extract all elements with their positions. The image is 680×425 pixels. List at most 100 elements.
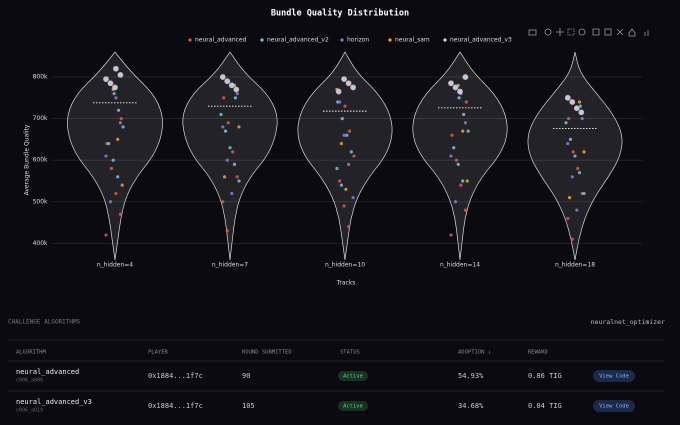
data-point bbox=[237, 179, 241, 183]
data-point bbox=[448, 80, 454, 87]
data-point bbox=[576, 166, 580, 171]
data-point bbox=[577, 171, 582, 175]
chart-title: Bundle Quality Distribution bbox=[271, 8, 409, 19]
data-point bbox=[228, 82, 235, 89]
data-point bbox=[449, 233, 453, 237]
data-point bbox=[103, 76, 109, 83]
tool-logo[interactable] bbox=[644, 30, 649, 36]
data-point bbox=[108, 200, 113, 204]
view-code-label[interactable]: View Code bbox=[599, 404, 629, 410]
data-point bbox=[570, 175, 574, 179]
data-point bbox=[580, 117, 584, 121]
data-point bbox=[569, 99, 576, 105]
data-point bbox=[119, 117, 123, 121]
section-subtitle: neuralnet_optimizer bbox=[591, 318, 665, 326]
column-header: ALGORITHM bbox=[16, 350, 46, 356]
violin bbox=[182, 51, 278, 261]
data-point bbox=[456, 162, 460, 166]
adoption: 54.93% bbox=[458, 372, 484, 380]
tool-pan[interactable] bbox=[556, 28, 564, 36]
tool-autoscale[interactable] bbox=[616, 28, 624, 36]
toolbar[interactable] bbox=[528, 28, 649, 37]
data-point bbox=[462, 74, 469, 80]
data-point bbox=[221, 125, 225, 129]
legend-marker bbox=[188, 38, 192, 42]
data-point bbox=[459, 183, 463, 187]
data-point bbox=[232, 162, 237, 166]
tool-zoom-in[interactable] bbox=[592, 28, 600, 36]
data-point bbox=[237, 125, 241, 129]
data-point bbox=[114, 96, 118, 100]
data-point bbox=[454, 158, 458, 162]
algorithm-name: neural_advanced_v3 bbox=[16, 398, 92, 406]
player: 0x1884...1f7c bbox=[148, 402, 203, 410]
adoption: 34.68% bbox=[458, 402, 484, 410]
data-point bbox=[340, 117, 344, 121]
column-header: PLAYER bbox=[148, 350, 169, 356]
data-point bbox=[121, 125, 125, 129]
violin bbox=[67, 51, 163, 261]
algorithm-name: neural_advanced bbox=[16, 368, 79, 376]
data-point bbox=[573, 154, 577, 158]
data-point bbox=[343, 104, 347, 108]
data-point bbox=[452, 146, 456, 150]
data-point bbox=[338, 179, 342, 183]
data-point bbox=[449, 154, 453, 158]
column-header: ROUND SUBMITTED bbox=[242, 350, 292, 356]
data-point bbox=[219, 112, 223, 117]
data-point bbox=[109, 166, 113, 171]
data-point bbox=[342, 133, 346, 137]
view-code-button[interactable] bbox=[593, 370, 635, 382]
data-point bbox=[111, 158, 115, 162]
x-tick-label: n_hidden=18 bbox=[555, 262, 595, 269]
data-point bbox=[107, 141, 111, 146]
column-header: ADOPTION ↓ bbox=[458, 350, 491, 356]
data-point bbox=[117, 72, 124, 78]
data-point bbox=[116, 137, 120, 142]
data-point bbox=[335, 166, 339, 171]
tool-select[interactable] bbox=[567, 28, 575, 36]
data-point bbox=[575, 208, 579, 212]
algorithm-id: c006_a006 bbox=[16, 378, 43, 384]
tool-zoom-out[interactable] bbox=[604, 28, 612, 36]
section-title: CHALLENGE ALGORITHMS bbox=[8, 319, 81, 326]
round: 105 bbox=[242, 402, 255, 410]
x-tick-label: n_hidden=7 bbox=[212, 262, 248, 269]
data-point bbox=[566, 216, 570, 221]
view-code-label[interactable]: View Code bbox=[599, 374, 629, 380]
data-point bbox=[226, 121, 230, 125]
data-point bbox=[223, 175, 227, 179]
tool-zoom[interactable] bbox=[544, 28, 552, 36]
data-point bbox=[452, 84, 459, 91]
data-point bbox=[225, 229, 229, 233]
data-point bbox=[564, 94, 571, 101]
data-point bbox=[345, 80, 352, 87]
data-point bbox=[461, 179, 465, 183]
status-badge bbox=[338, 371, 368, 381]
data-point bbox=[341, 76, 347, 83]
violin bbox=[297, 51, 393, 261]
data-point bbox=[564, 121, 568, 125]
data-point bbox=[219, 74, 226, 80]
data-point bbox=[568, 137, 573, 142]
x-axis-title: Tracks bbox=[336, 280, 356, 287]
tool-camera[interactable] bbox=[528, 29, 537, 36]
data-point bbox=[453, 200, 458, 204]
view-code-button[interactable] bbox=[593, 400, 635, 412]
data-point bbox=[104, 233, 108, 237]
tool-lasso[interactable] bbox=[578, 28, 586, 36]
data-point bbox=[233, 96, 237, 100]
data-point bbox=[347, 162, 351, 166]
data-point bbox=[351, 196, 355, 200]
status: Active bbox=[343, 404, 363, 410]
data-point bbox=[578, 109, 585, 116]
legend-marker bbox=[388, 38, 392, 42]
tool-reset[interactable] bbox=[628, 28, 636, 37]
data-point bbox=[450, 133, 454, 137]
y-tick-label: 700k bbox=[33, 115, 48, 122]
data-point bbox=[462, 112, 466, 117]
legend-marker bbox=[340, 38, 344, 42]
legend-marker bbox=[443, 38, 447, 42]
